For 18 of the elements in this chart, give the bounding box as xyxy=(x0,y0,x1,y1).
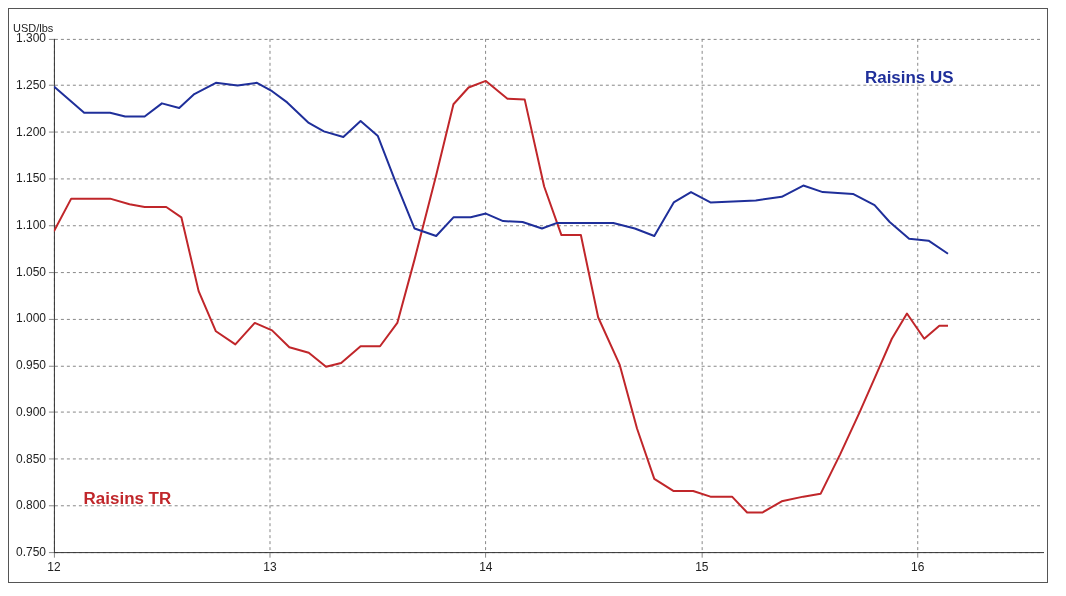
y-tick-label: 0.750 xyxy=(16,545,47,559)
text: Raisins TR xyxy=(83,489,172,509)
x-tick-label: 14 xyxy=(479,560,493,575)
y-tick-label: 1.100 xyxy=(16,218,47,233)
y-tick-label: 0.900 xyxy=(16,404,47,419)
y-tick-label: 0.800 xyxy=(16,498,47,513)
y-tick-label: 0.850 xyxy=(16,451,47,466)
y-tick-label: 1.000 xyxy=(16,311,47,326)
y-tick-label: 1.200 xyxy=(16,124,47,139)
y-tick-label: 1.050 xyxy=(16,264,47,279)
x-tick-label: 16 xyxy=(911,560,925,575)
x-tick-label: 13 xyxy=(263,560,277,575)
y-tick-label: 1.250 xyxy=(16,77,47,92)
x-tick-label: 15 xyxy=(695,560,709,575)
y-tick-label: 1.150 xyxy=(16,171,47,186)
x-tick-label: 12 xyxy=(47,560,61,575)
y-tick-label: 0.950 xyxy=(16,358,47,373)
text: Raisins US xyxy=(864,67,954,87)
